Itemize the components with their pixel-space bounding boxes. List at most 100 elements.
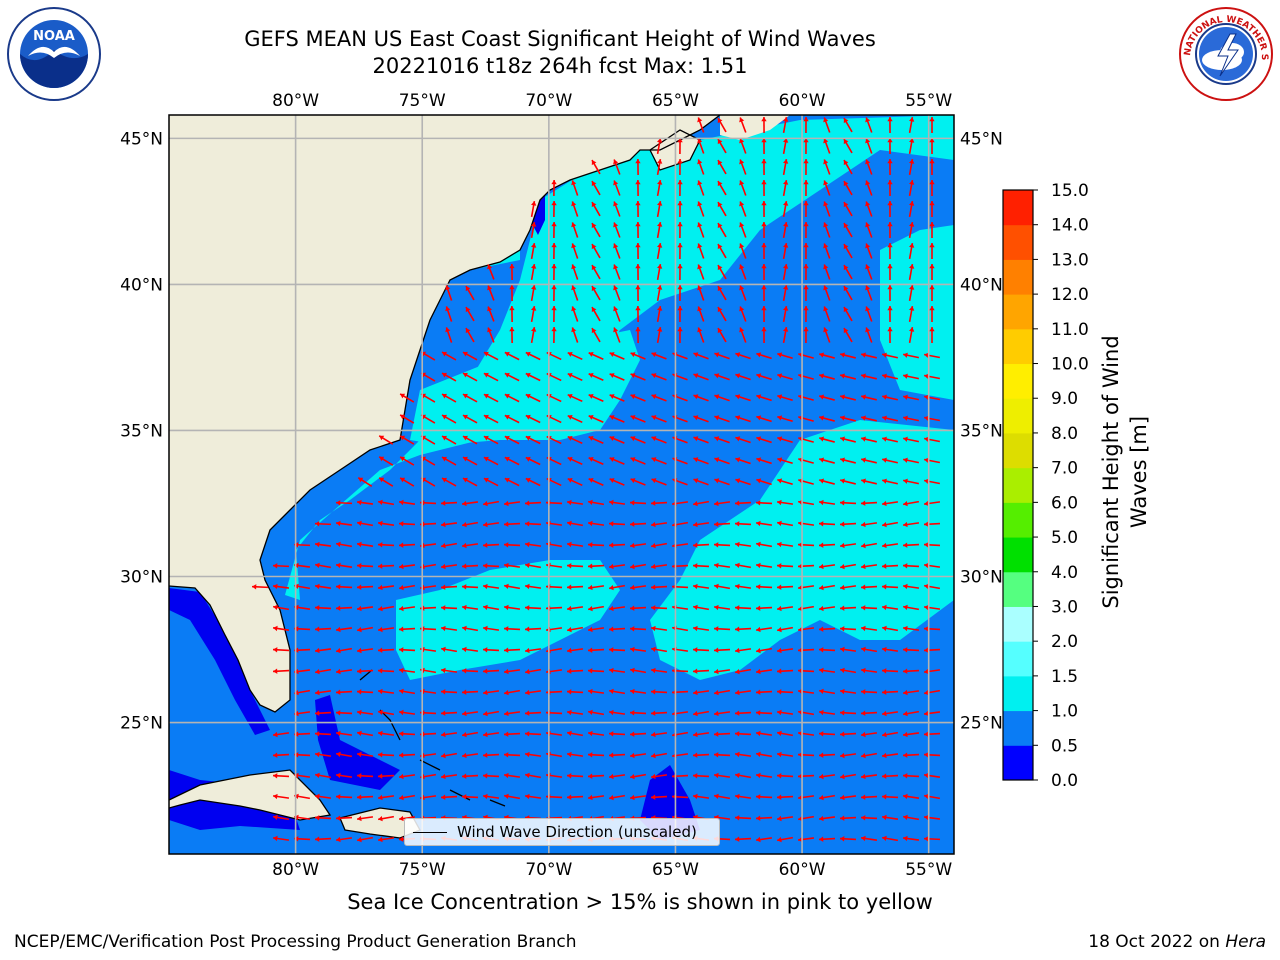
- wave-direction-arrowhead: [840, 373, 845, 379]
- wave-direction-arrowhead: [273, 604, 278, 610]
- colorbar-tick-label: 5.0: [1051, 528, 1078, 548]
- wave-direction-arrowhead: [756, 584, 761, 590]
- wave-direction-arrowhead: [525, 541, 530, 548]
- wave-direction-arrowhead: [378, 730, 383, 737]
- wave-direction-arrowhead: [336, 500, 341, 506]
- wave-direction-arrowhead: [399, 836, 404, 842]
- wave-direction-arrowhead: [882, 604, 887, 611]
- wave-direction-arrowhead: [399, 795, 404, 801]
- wave-direction-arrowhead: [483, 414, 489, 420]
- wave-direction-arrowhead: [504, 477, 510, 483]
- wave-direction-arrowhead: [861, 436, 866, 442]
- wave-direction-arrowhead: [777, 794, 782, 800]
- wave-direction-arrowhead: [739, 138, 745, 144]
- wave-direction-arrowhead: [823, 222, 829, 228]
- wave-direction-arrowhead: [504, 351, 510, 357]
- wave-direction-arrowhead: [909, 222, 915, 227]
- colorbar-tick-label: 3.0: [1051, 597, 1078, 617]
- wave-direction-arrowhead: [843, 265, 849, 271]
- wave-direction-arrowhead: [843, 118, 849, 124]
- wave-direction-arrowhead: [903, 647, 908, 653]
- wave-direction-arrowhead: [756, 500, 761, 506]
- wave-direction-arrowhead: [462, 393, 468, 399]
- wave-direction-arrowhead: [462, 522, 467, 528]
- wave-direction-arrowhead: [567, 541, 572, 548]
- wave-direction-arrowhead: [591, 181, 597, 187]
- wave-direction-arrowhead: [651, 521, 656, 528]
- wave-direction-arrowhead: [693, 563, 698, 569]
- wave-direction-arrowhead: [613, 180, 619, 186]
- colorbar-tick-label: 9.0: [1051, 389, 1078, 409]
- wave-direction-arrowhead: [525, 793, 530, 800]
- wave-direction-arrowhead: [315, 521, 320, 527]
- wave-direction-arrowhead: [315, 541, 320, 548]
- wave-direction-arrowhead: [378, 563, 383, 569]
- wave-direction-arrowhead: [756, 668, 761, 675]
- wave-direction-arrowhead: [531, 264, 537, 269]
- wave-direction-arrowhead: [861, 794, 866, 800]
- colorbar-tick-label: 14.0: [1051, 216, 1089, 236]
- wave-direction-arrowhead: [509, 285, 515, 290]
- wave-direction-arrowhead: [840, 836, 845, 842]
- wave-direction-arrowhead: [777, 394, 783, 400]
- wave-direction-arrowhead: [273, 793, 278, 800]
- colorbar-segment: [1003, 606, 1033, 642]
- wave-direction-arrowhead: [336, 668, 341, 675]
- colorbar-tick-label: 6.0: [1051, 493, 1078, 513]
- wave-direction-arrowhead: [525, 710, 530, 716]
- wave-direction-arrowhead: [861, 710, 866, 716]
- wave-direction-arrowhead: [483, 351, 489, 357]
- lat-tick-label: 30°N: [120, 568, 163, 588]
- wave-direction-arrowhead: [588, 730, 593, 737]
- wave-direction-arrowhead: [400, 435, 406, 441]
- wave-direction-arrowhead: [378, 626, 383, 633]
- wave-direction-arrowhead: [861, 689, 866, 695]
- wave-direction-arrowhead: [714, 604, 719, 611]
- wave-direction-arrowhead: [803, 159, 809, 164]
- wave-direction-arrowhead: [819, 752, 824, 758]
- wave-direction-arrowhead: [567, 372, 573, 378]
- wave-direction-arrowhead: [735, 836, 740, 842]
- wave-direction-arrowhead: [840, 352, 845, 358]
- wave-direction-arrowhead: [378, 752, 383, 758]
- wave-direction-arrowhead: [819, 731, 824, 737]
- lon-tick-label: 65°W: [652, 91, 699, 111]
- wave-direction-arrowhead: [693, 478, 699, 484]
- wave-direction-arrowhead: [483, 372, 489, 378]
- wave-direction-arrowhead: [803, 201, 809, 206]
- wave-direction-arrowhead: [861, 753, 866, 759]
- wave-direction-arrowhead: [567, 563, 572, 569]
- wave-direction-arrowhead: [462, 477, 468, 483]
- wave-direction-arrowhead: [567, 520, 572, 526]
- wave-direction-arrowhead: [571, 180, 577, 186]
- wave-direction-arrowhead: [717, 139, 723, 145]
- wave-direction-arrowhead: [882, 814, 887, 821]
- wave-direction-arrowhead: [717, 202, 723, 208]
- wave-direction-arrowhead: [651, 794, 656, 800]
- wave-direction-arrowhead: [609, 626, 614, 632]
- wave-direction-arrowhead: [777, 709, 782, 716]
- wave-direction-arrowhead: [504, 710, 509, 717]
- wave-direction-arrowhead: [756, 772, 761, 779]
- wave-direction-arrowhead: [761, 201, 767, 206]
- wave-direction-arrowhead: [336, 751, 341, 757]
- wave-direction-arrowhead: [551, 180, 557, 185]
- wave-direction-arrowhead: [378, 709, 383, 715]
- wave-direction-arrowhead: [761, 327, 767, 332]
- wave-direction-arrowhead: [929, 159, 935, 164]
- wave-direction-arrowhead: [735, 352, 741, 358]
- wave-direction-arrowhead: [504, 583, 509, 589]
- wave-direction-arrowhead: [441, 710, 446, 716]
- wave-direction-arrowhead: [613, 201, 619, 207]
- wave-direction-arrowhead: [819, 773, 824, 780]
- wave-direction-arrowhead: [588, 773, 593, 779]
- map-area: [169, 115, 954, 854]
- wave-direction-arrowhead: [357, 751, 362, 758]
- wave-direction-arrowhead: [462, 668, 467, 674]
- wave-direction-arrowhead: [714, 562, 719, 569]
- wave-direction-arrowhead: [697, 264, 703, 270]
- wave-direction-arrowhead: [739, 180, 745, 186]
- wave-direction-arrowhead: [551, 264, 557, 269]
- wave-direction-arrowhead: [717, 223, 723, 229]
- wave-direction-arrowhead: [378, 816, 383, 822]
